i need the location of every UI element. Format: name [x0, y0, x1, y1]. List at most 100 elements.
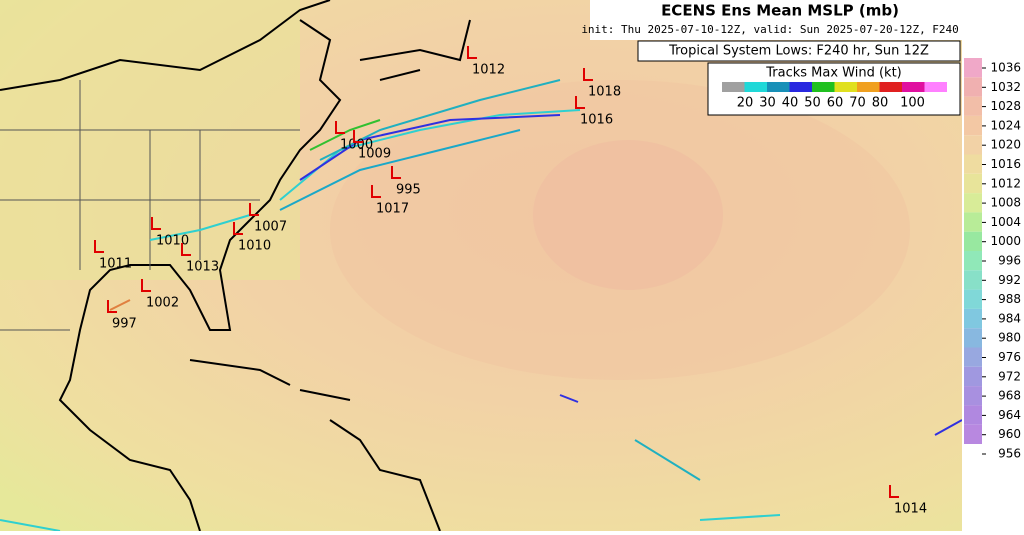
colorbar-label: 1032 — [990, 80, 1021, 94]
colorbar-label: 964 — [998, 408, 1021, 422]
low-label: 1007 — [254, 220, 287, 235]
colorbar-bin — [964, 173, 982, 194]
colorbar-bin — [964, 212, 982, 232]
high-pressure-outer — [330, 80, 910, 380]
borders — [0, 80, 300, 331]
low-label: 1011 — [99, 257, 132, 272]
low-label: 1016 — [580, 113, 613, 128]
wind-label: 70 — [849, 96, 866, 111]
colorbar-bin — [964, 328, 982, 348]
low-label: 1013 — [186, 260, 219, 275]
colorbar-label: 1036 — [990, 61, 1021, 75]
wind-label: 40 — [782, 96, 799, 111]
colorbar-label: 956 — [998, 447, 1021, 461]
low-marker — [467, 46, 477, 59]
wind-legend-title: Tracks Max Wind (kt) — [765, 66, 902, 81]
low-marker — [141, 279, 151, 292]
low-label: 997 — [112, 317, 137, 332]
colorbar-bin — [964, 386, 982, 406]
colorbar-bin — [964, 58, 982, 78]
colorbar-label: 1024 — [990, 118, 1021, 132]
colorbar-label: 1016 — [990, 157, 1021, 171]
wind-swatches: 20 30 40 50 60 70 80 100 — [722, 82, 947, 111]
colorbar-bin — [964, 154, 982, 174]
colorbar-label: 968 — [998, 389, 1021, 403]
colorbar-bin — [964, 251, 982, 271]
low-marker — [233, 222, 243, 235]
colorbar-bin — [964, 366, 982, 387]
colorbar-bin — [964, 289, 982, 309]
low-marker — [391, 166, 401, 179]
low-label: 1010 — [238, 239, 271, 254]
low-label: 1018 — [588, 85, 621, 100]
colorbar-label: 988 — [998, 292, 1021, 306]
tracks — [0, 79, 963, 532]
coastlines — [0, 0, 471, 532]
colorbar-bin — [964, 231, 982, 251]
low-marker — [889, 485, 899, 498]
wind-label: 60 — [827, 96, 844, 111]
low-label: 1000 — [340, 138, 373, 153]
low-marker — [94, 240, 104, 253]
colorbar-bin — [964, 135, 982, 155]
wind-swatch — [722, 82, 745, 92]
low-label: 1014 — [894, 502, 927, 517]
low-marker — [353, 130, 363, 143]
wind-swatch — [902, 82, 925, 92]
title: ECENS Ens Mean MSLP (mb) — [661, 2, 899, 20]
colorbar-bin — [964, 405, 982, 425]
colorbar-label: 984 — [998, 311, 1021, 325]
colorbar-bin — [964, 308, 982, 329]
colorbar-label: 980 — [998, 331, 1021, 345]
colorbar-bin — [964, 96, 982, 116]
low-label: 1002 — [146, 296, 179, 311]
low-marker — [583, 68, 593, 81]
colorbar-label: 992 — [998, 273, 1021, 287]
low-label: 1017 — [376, 202, 409, 217]
colorbar-label: 1004 — [990, 215, 1021, 229]
wind-swatch — [744, 82, 767, 92]
low-marker — [249, 203, 259, 216]
wind-label: 20 — [737, 96, 754, 111]
low-marker — [151, 217, 161, 230]
colorbar-bin — [964, 270, 982, 290]
wind-swatch — [767, 82, 790, 92]
wind-label: 50 — [804, 96, 821, 111]
colorbar-label: 1012 — [990, 176, 1021, 190]
wind-swatch — [879, 82, 902, 92]
colorbar-label: 996 — [998, 254, 1021, 268]
wind-swatch — [857, 82, 880, 92]
low-marker — [181, 243, 191, 256]
low-label: 1012 — [472, 63, 505, 78]
low-label: 1010 — [156, 234, 189, 249]
colorbar-label: 960 — [998, 427, 1021, 441]
low-marker — [335, 121, 345, 134]
low-label: 995 — [396, 183, 421, 198]
colorbar-bin — [964, 115, 982, 136]
colorbar-label: 1020 — [990, 138, 1021, 152]
wind-swatch — [834, 82, 857, 92]
low-marker — [107, 300, 117, 313]
subtitle: Tropical System Lows: F240 hr, Sun 12Z — [668, 44, 929, 59]
wind-label: 80 — [872, 96, 889, 111]
wind-swatch — [789, 82, 812, 92]
colorbar-label: 976 — [998, 350, 1021, 364]
low-marker — [575, 96, 585, 109]
colorbar-label: 1028 — [990, 99, 1021, 113]
low-label: 1009 — [358, 147, 391, 162]
init-text: init: Thu 2025-07-10-12Z, valid: Sun 202… — [581, 23, 979, 36]
colorbar-bin — [964, 193, 982, 213]
header-box — [590, 0, 962, 40]
wind-swatch — [812, 82, 835, 92]
wind-label: 30 — [759, 96, 776, 111]
wind-swatch — [924, 82, 947, 92]
subtitle-box — [637, 40, 961, 62]
wind-label: 100 — [900, 96, 925, 111]
colorbar: 1036 1032 1028 1024 1020 1016 1012 1008 1004 1000… — [964, 58, 1021, 461]
colorbar-label: 1008 — [990, 196, 1021, 210]
colorbar-bin — [964, 347, 982, 367]
colorbar-bin — [964, 424, 982, 444]
colorbar-label: 972 — [998, 369, 1021, 383]
